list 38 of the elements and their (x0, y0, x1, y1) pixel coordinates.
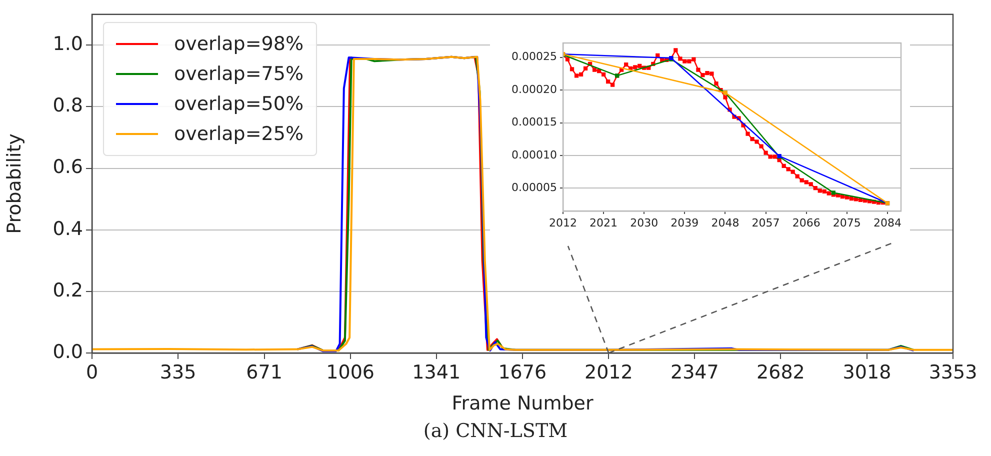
x-tick-label: 2012 (584, 361, 633, 384)
y-tick-label: 0.4 (52, 218, 83, 240)
y-tick-label: 0.0 (52, 340, 83, 363)
y-tick-label: 1.0 (52, 33, 83, 56)
x-tick-label: 2030 (630, 216, 658, 230)
x-tick-label: 2682 (756, 361, 805, 384)
legend-label: overlap=25% (174, 122, 304, 147)
x-tick-label: 1006 (326, 361, 375, 384)
y-tick-label: 0.00025 (512, 50, 557, 64)
x-tick-label: 1676 (498, 361, 547, 384)
y-tick-label: 0.6 (52, 156, 83, 178)
x-tick-label: 671 (246, 361, 282, 384)
y-axis-title: Probability (3, 133, 26, 234)
y-tick-label: 0.2 (52, 279, 83, 302)
legend-label: overlap=75% (174, 62, 304, 87)
x-tick-label: 2057 (752, 216, 780, 230)
x-axis-title: Frame Number (452, 392, 594, 415)
legend-label: overlap=50% (174, 92, 304, 117)
y-tick-label: 0.00005 (512, 180, 557, 194)
x-tick-label: 3018 (842, 361, 892, 384)
x-tick-label: 2012 (549, 216, 577, 230)
y-tick-label: 0.00015 (512, 116, 557, 129)
x-tick-label: 2075 (832, 216, 861, 230)
x-tick-label: 1341 (412, 361, 461, 384)
x-tick-label: 2039 (670, 216, 699, 230)
y-tick-label: 0.00010 (512, 148, 557, 162)
x-tick-label: 0 (86, 361, 98, 384)
x-tick-label: 2021 (590, 216, 618, 230)
x-tick-label: 335 (160, 361, 196, 384)
legend-label: overlap=98% (174, 32, 304, 57)
text: (a) CNN-LSTM (422, 420, 569, 442)
x-tick-label: 2066 (792, 216, 820, 230)
y-tick-label: 0.00020 (512, 82, 557, 96)
x-tick-label: 2084 (873, 216, 902, 230)
x-tick-label: 2347 (670, 361, 719, 384)
y-tick-label: 0.8 (52, 94, 83, 117)
x-tick-label: 2048 (711, 216, 740, 230)
x-tick-label: 3353 (928, 361, 978, 384)
